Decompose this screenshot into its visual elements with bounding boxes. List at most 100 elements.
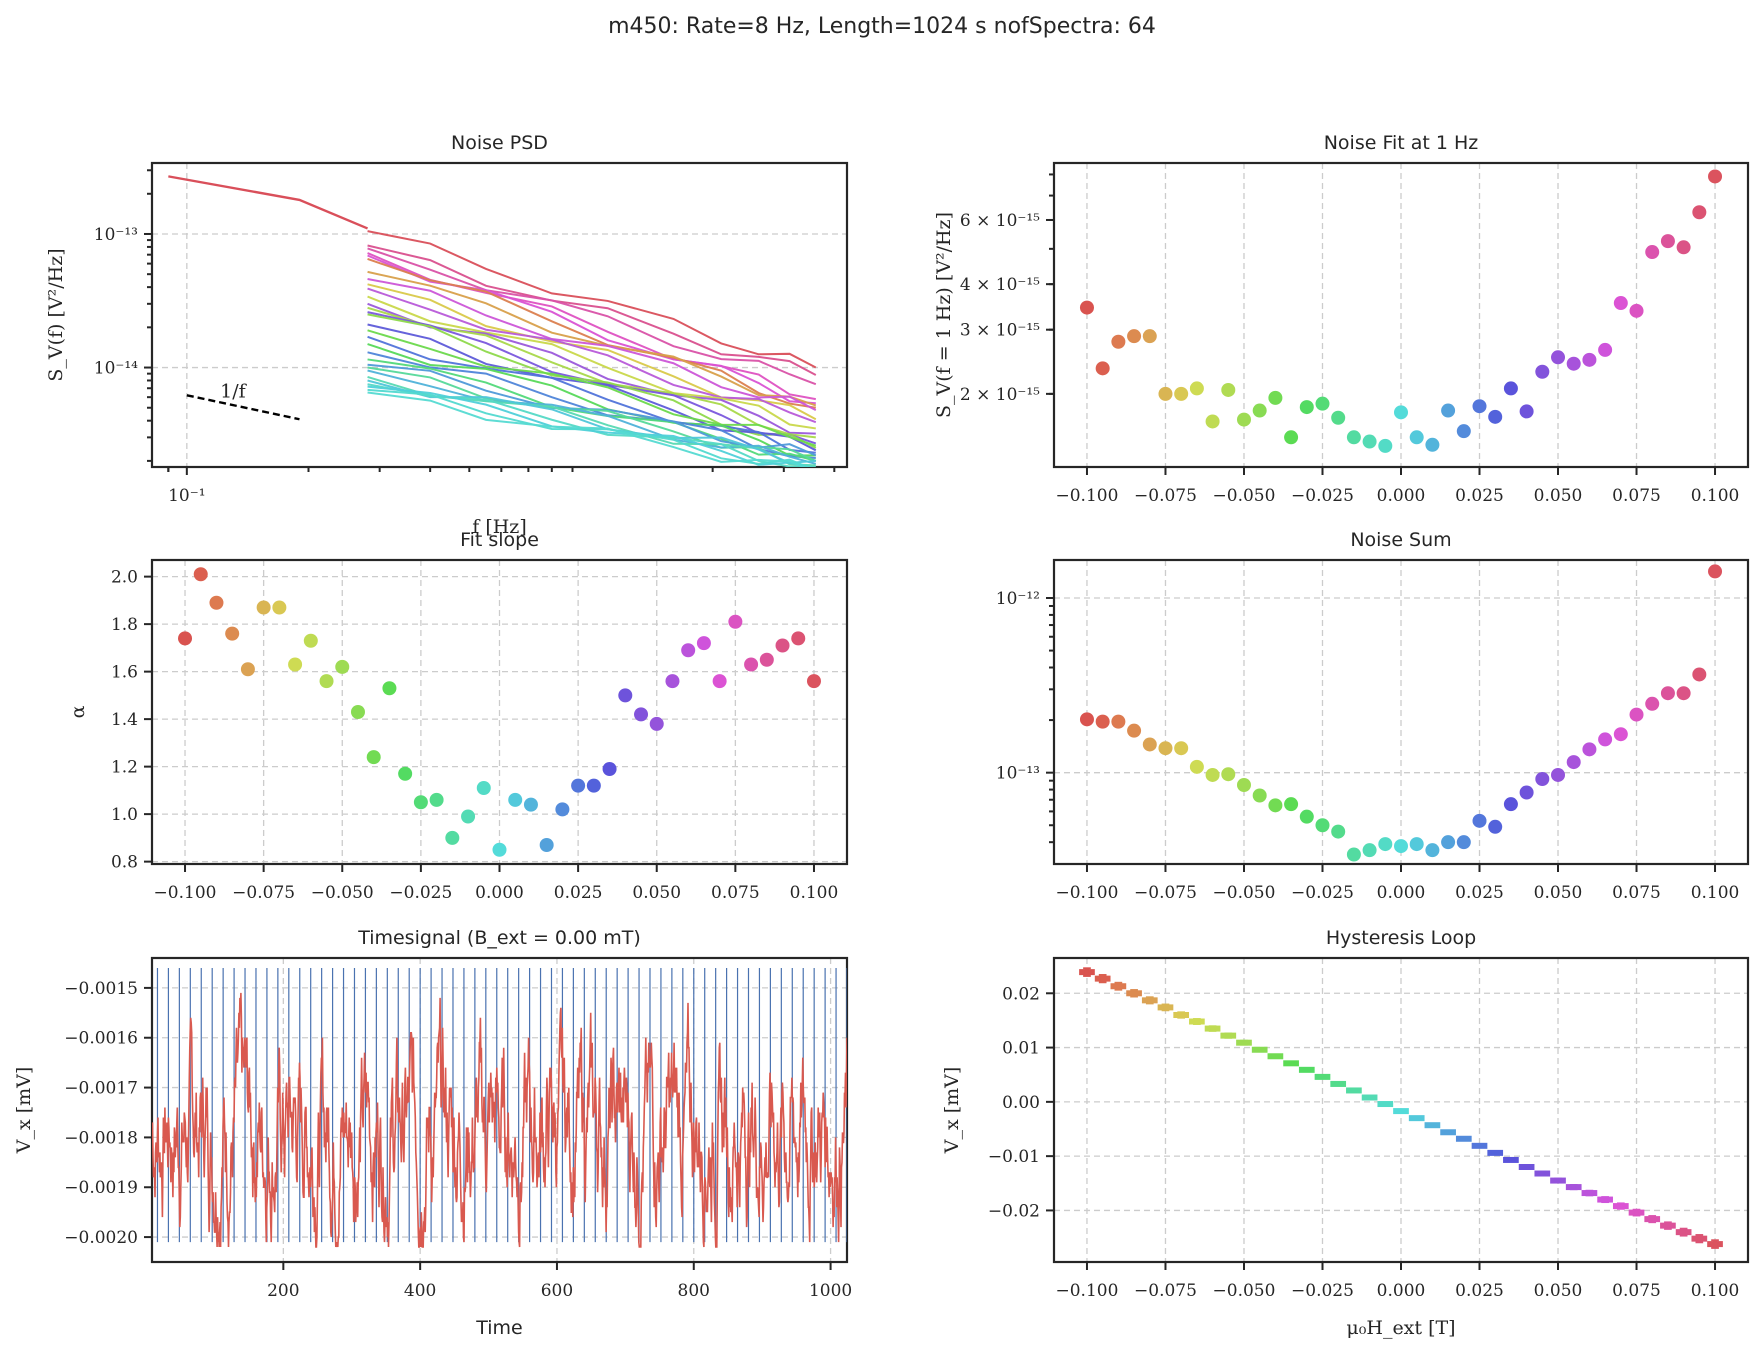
y-tick-label: 4 × 10⁻¹⁵ xyxy=(960,275,1040,295)
data-point xyxy=(602,762,617,776)
errorbar-point xyxy=(1157,1003,1174,1012)
plot-frame xyxy=(1052,956,1750,1264)
data-point xyxy=(1598,732,1613,747)
data-point xyxy=(1378,438,1393,453)
data-point xyxy=(791,631,806,646)
data-point xyxy=(1566,356,1581,371)
data-point xyxy=(523,797,538,812)
psd-line xyxy=(367,283,817,421)
psd-line xyxy=(367,244,817,376)
data-point xyxy=(696,636,711,651)
y-axis-label: α xyxy=(67,705,89,718)
plot-area xyxy=(1079,564,1723,862)
y-tick-label: 6 × 10⁻¹⁵ xyxy=(960,211,1040,231)
data-point xyxy=(1660,234,1675,249)
data-point xyxy=(1362,434,1377,449)
data-point xyxy=(303,633,318,648)
data-point xyxy=(1535,364,1550,379)
errorbar-point xyxy=(1628,1208,1645,1217)
y-axis-label: V_x [mV] xyxy=(941,1067,963,1155)
data-point xyxy=(1551,767,1566,782)
data-point xyxy=(571,778,586,793)
plot-area xyxy=(1079,967,1723,1249)
data-point xyxy=(1331,824,1346,839)
data-point xyxy=(1472,399,1487,414)
errorbar-point xyxy=(1314,1073,1331,1080)
data-point xyxy=(1613,727,1628,742)
data-point xyxy=(476,781,491,795)
x-tick-label: 600 xyxy=(541,1281,573,1301)
y-tick-label: 10⁻¹⁴ xyxy=(94,359,138,379)
data-point xyxy=(1394,839,1408,854)
errorbar-point xyxy=(1283,1060,1299,1067)
data-point xyxy=(1394,405,1408,420)
panel-psd: 10⁻¹ 10⁻¹³ 10⁻¹⁴ Noise PSD f [Hz] S_V(f) [V²/… xyxy=(45,132,849,538)
x-tick-label: 0.100 xyxy=(1691,1281,1740,1301)
psd-line xyxy=(367,369,817,465)
x-tick-label: 0.075 xyxy=(711,883,760,903)
data-point xyxy=(1409,837,1424,852)
psd-line xyxy=(367,391,807,467)
annotation-label: 1/f xyxy=(220,380,247,402)
x-tick-label: −0.050 xyxy=(1213,486,1276,506)
errorbar-point xyxy=(1487,1149,1504,1156)
data-point xyxy=(1205,767,1220,782)
data-point xyxy=(806,674,821,689)
y-tick-label: 2 × 10⁻¹⁵ xyxy=(960,385,1040,405)
data-point xyxy=(1268,798,1283,813)
x-tick-label: 0.050 xyxy=(1534,486,1583,506)
x-tick-label: 0.100 xyxy=(1691,883,1740,903)
data-point xyxy=(1441,403,1456,418)
psd-line xyxy=(367,306,816,439)
y-tick-label: −0.0020 xyxy=(64,1228,138,1248)
data-point xyxy=(1174,386,1189,401)
data-point xyxy=(1284,430,1299,445)
errorbar-point xyxy=(1565,1183,1582,1191)
y-axis-label: S_V(f) [V²/Hz] xyxy=(45,248,67,381)
data-point xyxy=(288,657,303,672)
errorbar-point xyxy=(1471,1142,1488,1149)
x-tick-label: 0.000 xyxy=(475,883,524,903)
data-point xyxy=(1456,835,1471,850)
data-point xyxy=(1488,819,1503,834)
data-point xyxy=(1708,169,1723,184)
data-point xyxy=(1378,837,1393,852)
x-tick-label: −0.025 xyxy=(1291,1281,1354,1301)
data-point xyxy=(193,567,208,582)
y-tick-label: −0.0015 xyxy=(64,979,138,999)
data-point xyxy=(1111,714,1126,729)
errorbar-point xyxy=(1346,1087,1362,1094)
data-point xyxy=(1582,742,1597,757)
data-point xyxy=(1221,382,1236,397)
data-point xyxy=(413,795,428,810)
errorbar-point xyxy=(1094,974,1111,984)
psd-line xyxy=(367,323,817,452)
data-point xyxy=(1503,797,1518,812)
plot-frame xyxy=(1052,161,1750,469)
errorbar-point xyxy=(1675,1227,1692,1237)
data-point xyxy=(1676,240,1691,255)
x-axis-label: f [Hz] xyxy=(472,516,526,538)
y-tick-label: −0.0017 xyxy=(64,1079,138,1099)
data-point xyxy=(665,674,680,689)
psd-line xyxy=(367,230,817,369)
data-point xyxy=(1566,755,1581,770)
psd-line xyxy=(367,270,817,407)
data-point xyxy=(256,600,271,615)
data-point xyxy=(1708,564,1723,579)
psd-line xyxy=(367,335,816,454)
data-point xyxy=(1299,809,1314,824)
data-point xyxy=(1299,400,1314,415)
data-point xyxy=(1692,667,1707,682)
y-tick-label: 3 × 10⁻¹⁵ xyxy=(960,321,1040,341)
errorbar-point xyxy=(1393,1108,1409,1115)
plot-area xyxy=(1079,169,1723,453)
errorbar-point xyxy=(1518,1164,1535,1170)
errorbar-point xyxy=(1377,1101,1394,1108)
x-tick-label: 800 xyxy=(678,1281,710,1301)
data-point xyxy=(1189,759,1204,774)
data-point xyxy=(335,659,350,674)
data-point xyxy=(1472,813,1487,828)
x-tick-label: 0.050 xyxy=(1534,883,1583,903)
